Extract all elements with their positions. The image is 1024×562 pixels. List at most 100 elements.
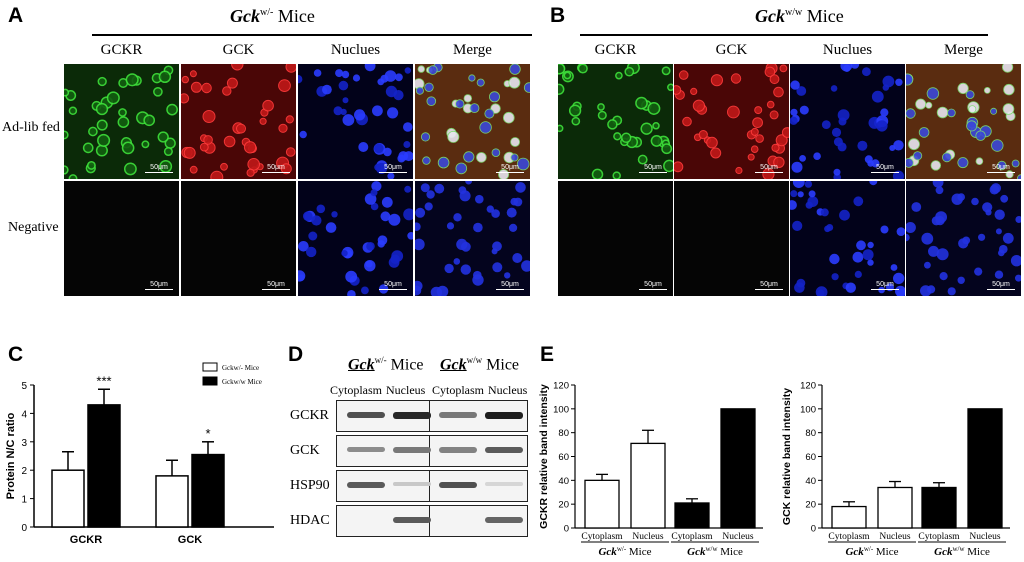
x-tick-label: Nucleus [969,532,1000,542]
x-tick-label: Cytoplasm [918,532,960,542]
panel-b-col-merge: Merge [944,42,983,58]
scale-bar-line [755,172,783,173]
scale-bar: 50μm [496,281,524,290]
panel-a-adlib-gck-image: 50μm [181,64,296,179]
scale-bar: 50μm [871,281,899,290]
blot-label: HSP90 [290,478,330,493]
panel-d-group2: Gckw/w Mice [440,355,519,374]
scale-bar-label: 50μm [992,281,1010,288]
panel-a-col-merge: Merge [453,42,492,58]
y-tick-label: 2 [21,466,27,477]
panel-a-col-nucleus: Nuclues [330,42,381,58]
bar [155,475,189,528]
scale-bar: 50μm [987,164,1015,173]
x-tick-label: Nucleus [632,532,663,542]
panel-d-group2-rest: Mice [482,356,520,374]
panel-d-group2-gene: Gck [440,356,467,374]
y-tick-label: 20 [805,500,816,511]
panel-c-chart: 0 1 2 3 4 5 Protein N/C ratio *** GCKR * GCK Gckw/-… [5,362,274,546]
blot-band [393,517,431,524]
y-tick-label: 120 [553,381,569,392]
bar [51,469,85,528]
significance-mark: * [205,426,210,441]
panel-a-title-rule [92,34,532,36]
blot-band [485,482,523,487]
panel-a-title-sup: w/- [260,7,274,18]
scale-bar-line [639,289,667,290]
blot-band [439,412,477,418]
scale-bar: 50μm [639,164,667,173]
significance-mark: *** [96,373,111,388]
scale-bar: 50μm [145,164,173,173]
panel-d-fraction-3: Cytoplasm [432,383,485,397]
y-tick-label: 80 [805,428,816,439]
panel-d-group1-sup: w/- [374,355,387,365]
legend-swatch [202,362,218,372]
blot-label: GCKR [290,408,329,423]
x-tick-label: GCK [178,534,203,546]
scale-bar-label: 50μm [760,164,778,171]
bar [674,502,710,529]
blot-label: GCK [290,443,320,458]
panel-b-negative-merge-image: 50μm [906,181,1021,296]
blot-label: HDAC [290,513,330,528]
panel-c-letter: C [8,343,24,366]
panel-b-adlib-nuclues-image: 50μm [790,64,905,179]
blot-band [485,412,523,419]
scale-bar-line [262,172,290,173]
y-axis-label: Protein N/C ratio [5,412,17,499]
panel-d-fraction-2: Nucleus [386,383,426,397]
blot-strip [336,470,528,502]
y-axis-label: GCK relative band intensity [781,388,793,525]
blot-band [347,482,385,489]
panel-b-title-sup: w/w [785,7,803,18]
scale-bar-label: 50μm [384,164,402,171]
y-tick-label: 5 [21,381,27,392]
scale-bar: 50μm [871,164,899,173]
scale-bar: 50μm [262,164,290,173]
group-label: Gckw/w Mice [934,545,990,558]
scale-bar: 50μm [262,281,290,290]
scale-bar-label: 50μm [876,164,894,171]
y-tick-label: 0 [811,524,816,535]
bar [831,505,867,529]
panel-b-title-rest: Mice [802,6,844,26]
panel-a-letter: A [8,4,24,27]
panel-a-title-rest: Mice [273,6,315,26]
bar [921,486,957,529]
panel-a-title: Gckw/- Mice [230,6,315,27]
panel-e-letter: E [540,343,555,366]
blot-band [439,447,477,453]
scale-bar: 50μm [496,164,524,173]
panel-d-group1-rest: Mice [386,356,424,374]
scale-bar-line [755,289,783,290]
panel-d-group1-gene: Gck [348,356,375,374]
blot-band [485,447,523,454]
panel-b-adlib-gck-image: 50μm [674,64,789,179]
scale-bar-label: 50μm [267,164,285,171]
panel-d-group2-sup: w/w [466,355,483,365]
y-tick-label: 3 [21,438,27,449]
y-tick-label: 100 [800,404,816,415]
panel-a-col-gckr: GCKR [100,42,143,58]
y-tick-label: 4 [21,409,27,420]
blot-band [439,482,477,489]
panel-b-col-gck: GCK [715,42,748,58]
panel-b-adlib-merge-image: 50μm [906,64,1021,179]
bar [87,404,121,528]
blot-strip [336,400,528,432]
scale-bar: 50μm [145,281,173,290]
group-label: Gckw/w Mice [687,545,743,558]
scale-bar-line [871,289,899,290]
y-tick-label: 1 [21,495,27,506]
legend-swatch [202,376,218,386]
y-tick-label: 120 [800,381,816,392]
scale-bar-line [379,289,407,290]
scale-bar-label: 50μm [644,164,662,171]
scale-bar-label: 50μm [992,164,1010,171]
panel-d-fraction-4: Nucleus [488,383,528,397]
y-tick-label: 60 [805,452,816,463]
blot-band [347,412,385,419]
y-tick-label: 20 [558,500,569,511]
